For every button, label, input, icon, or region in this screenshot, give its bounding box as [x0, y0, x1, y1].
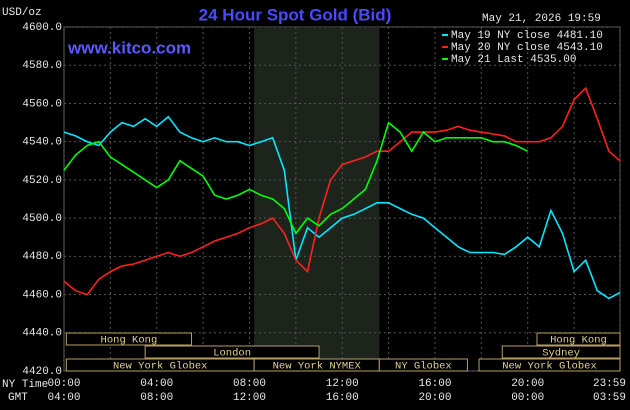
session-bar	[478, 358, 621, 372]
gmt-tick-label: 08:00	[140, 392, 173, 404]
session-label: New York NYMEX	[273, 360, 362, 372]
legend-label: May 20 NY close 4543.10	[451, 42, 603, 54]
session-label: Hong Kong	[550, 334, 607, 346]
session-bar	[536, 332, 621, 346]
session-bar	[501, 345, 621, 359]
y-tick-label: 4500.0	[22, 213, 62, 225]
session-label: New York Globex	[502, 360, 597, 372]
gmt-tick-label: 16:00	[326, 392, 359, 404]
session-label: Hong Kong	[101, 334, 158, 346]
x-row-label: NY Time	[2, 379, 48, 391]
y-tick-label: 4560.0	[22, 98, 62, 110]
gmt-tick-label: 20:00	[418, 392, 451, 404]
site-label: www.kitco.com	[67, 38, 191, 57]
gmt-tick-label: 00:00	[511, 392, 544, 404]
session-bar	[144, 345, 320, 359]
gmt-tick-label: 12:00	[233, 392, 266, 404]
unit-label: USD/oz	[2, 7, 42, 19]
gmt-tick-label: 04:00	[47, 392, 80, 404]
x-tick-label: 08:00	[233, 378, 266, 390]
series-line	[63, 115, 621, 300]
plot-layer	[63, 26, 621, 372]
x-tick-label: 12:00	[326, 378, 359, 390]
y-tick-label: 4440.0	[22, 328, 62, 340]
session-label: New York Globex	[113, 360, 208, 372]
y-tick-label: 4540.0	[22, 137, 62, 149]
timestamp: May 21, 2026 19:59	[482, 13, 601, 25]
y-tick-label: 4580.0	[22, 60, 62, 72]
session-label: NY Globex	[395, 360, 452, 372]
legend-label: May 21 Last 4535.00	[451, 54, 576, 66]
session-bar	[378, 358, 468, 372]
series-line	[63, 86, 621, 296]
chart-title: 24 Hour Spot Gold (Bid)	[199, 5, 392, 24]
session-label: London	[213, 347, 251, 359]
session-label: Sydney	[542, 347, 580, 359]
y-tick-label: 4600.0	[22, 22, 62, 34]
x-tick-label: 23:59	[593, 378, 626, 390]
x-tick-label: 00:00	[47, 378, 80, 390]
x-tick-label: 20:00	[511, 378, 544, 390]
x-tick-label: 04:00	[140, 378, 173, 390]
y-tick-label: 4460.0	[22, 289, 62, 301]
shaded-session	[254, 27, 380, 371]
y-tick-label: 4420.0	[22, 366, 62, 378]
legend-label: May 19 NY close 4481.10	[451, 30, 603, 42]
gmt-tick-label: 03:59	[593, 392, 626, 404]
y-tick-label: 4480.0	[22, 251, 62, 263]
session-bar	[65, 332, 193, 346]
series-line	[63, 121, 529, 235]
x-tick-label: 16:00	[418, 378, 451, 390]
gmt-row-label: GMT	[8, 392, 28, 404]
y-tick-label: 4520.0	[22, 175, 62, 187]
